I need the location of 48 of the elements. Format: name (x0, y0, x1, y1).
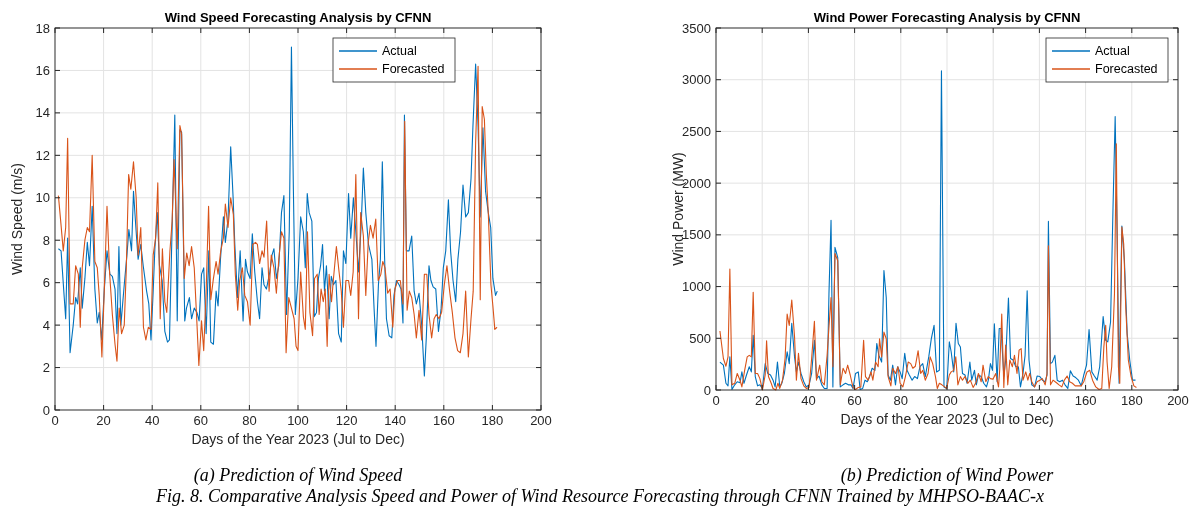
x-tick-label: 20 (754, 393, 770, 408)
x-tick-label: 100 (287, 413, 309, 428)
y-tick-label: 1000 (682, 279, 711, 295)
y-tick-label: 3000 (682, 72, 711, 88)
text: (a) Prediction of Wind Speed (193, 465, 404, 486)
y-tick-label: 16 (35, 62, 50, 78)
legend-label: Actual (382, 44, 417, 59)
x-tick-label: 120 (335, 413, 358, 428)
x-axis-title: Days of the Year 2023 (Jul to Dec) (191, 431, 405, 447)
y-tick-label: 8 (42, 232, 50, 248)
y-tick-label: 18 (35, 20, 50, 36)
x-axis-title: Days of the Year 2023 (Jul to Dec) (840, 411, 1054, 427)
x-tick-label: 140 (1028, 393, 1051, 408)
x-tick-label: 180 (481, 413, 504, 428)
y-axis-title: Wind Speed (m/s) (9, 162, 25, 276)
y-tick-label: 4 (42, 317, 50, 333)
x-tick-label: 140 (384, 413, 407, 428)
chart-title: Wind Speed Forecasting Analysis by CFNN (164, 10, 432, 25)
x-tick-label: 80 (242, 413, 257, 428)
y-tick-label: 10 (35, 190, 50, 206)
y-tick-label: 3500 (682, 20, 711, 36)
y-tick-label: 2 (42, 360, 50, 376)
x-tick-label: 40 (801, 393, 816, 408)
x-tick-label: 180 (1120, 393, 1143, 408)
y-tick-label: 12 (35, 147, 50, 163)
legend-label: Actual (1095, 44, 1130, 59)
chart-title: Wind Power Forecasting Analysis by CFNN (813, 10, 1081, 25)
y-tick-label: 14 (35, 105, 50, 121)
y-tick-label: 0 (703, 382, 711, 398)
x-tick-label: 160 (1074, 393, 1097, 408)
x-tick-label: 100 (936, 393, 958, 408)
x-tick-label: 200 (530, 413, 552, 428)
x-tick-label: 60 (193, 413, 209, 428)
y-tick-label: 6 (42, 275, 50, 291)
x-tick-label: 160 (432, 413, 455, 428)
x-tick-label: 60 (847, 393, 862, 408)
line-series (719, 143, 1137, 391)
legend-label: Forecasted (1095, 62, 1158, 77)
caption: Fig. 8. Comparative Analysis Speed and Power of Wind Resource Forecasting through CFNN Trained by MHPSO-BAAC-x (154, 486, 1045, 506)
y-tick-label: 2500 (682, 123, 711, 139)
x-tick-label: 40 (144, 413, 160, 428)
y-tick-label: 500 (689, 330, 711, 346)
text: (b) Prediction of Wind Power (840, 465, 1055, 486)
x-tick-label: 20 (96, 413, 111, 428)
x-tick-label: 80 (893, 393, 909, 408)
legend-label: Forecasted (382, 62, 445, 77)
x-tick-label: 200 (1167, 393, 1189, 408)
x-tick-label: 120 (982, 393, 1005, 408)
